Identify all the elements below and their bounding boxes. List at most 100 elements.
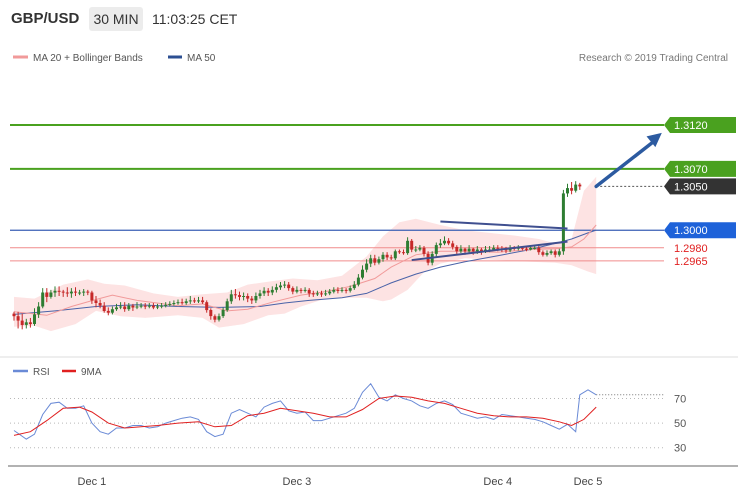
rsi-legend-label: RSI (33, 367, 50, 378)
candle-body (533, 247, 537, 249)
copyright-text: Research © 2019 Trading Central (579, 53, 728, 64)
candle-body (475, 249, 479, 252)
level-label-1.3000: 1.3000 (674, 225, 708, 237)
candle-body (86, 291, 90, 293)
candle-body (147, 305, 151, 307)
candle-body (172, 303, 176, 304)
candle-body (553, 251, 557, 255)
candle-body (143, 305, 147, 307)
level-tag-1.3050 (664, 178, 736, 195)
clock-time: 11:03:25 CET (152, 11, 238, 27)
candle-body (242, 296, 246, 297)
candle-body (12, 313, 16, 317)
candle-body (209, 310, 213, 317)
candle-body (459, 248, 463, 252)
candle-body (65, 292, 69, 294)
candle-body (545, 253, 549, 255)
candle-body (270, 289, 274, 293)
main-legend: MA 20 + Bollinger Bands MA 50 Research ©… (13, 53, 728, 64)
candle-body (192, 300, 196, 302)
rsi-ma-line (13, 395, 597, 436)
candle-body (393, 251, 397, 259)
candle-body (74, 291, 77, 293)
candle-body (45, 292, 49, 297)
x-tick-label-dec-4: Dec 4 (483, 476, 512, 488)
candle-body (254, 296, 258, 301)
candle-body (320, 293, 323, 295)
level-tag-1.3000 (664, 222, 736, 239)
candle-body (463, 248, 467, 252)
rsi-legend: RSI 9MA (13, 367, 102, 378)
candle-body (369, 258, 373, 264)
candle-body (373, 258, 377, 263)
bollinger-band-fill (14, 176, 597, 332)
candle-body (443, 240, 446, 244)
candle-body (447, 240, 451, 244)
candle-body (352, 284, 356, 289)
candle-body (180, 302, 184, 304)
candle-body (205, 302, 209, 311)
candle-body (188, 300, 192, 302)
candle-body (262, 290, 266, 294)
candle-body (151, 305, 155, 308)
candle-body (246, 296, 250, 299)
ma20-legend-label: MA 20 + Bollinger Bands (33, 53, 143, 64)
candle-body (20, 320, 24, 325)
candle-body (504, 249, 508, 251)
symbol-title: GBP/USD (11, 10, 80, 27)
triangle-lower-line (411, 240, 568, 262)
candle-body (139, 305, 143, 307)
triangle-upper-line (440, 220, 568, 230)
candle-body (33, 314, 36, 324)
candle-body (135, 306, 139, 308)
candle-body (402, 252, 405, 254)
candle-body (37, 306, 41, 315)
timeframe-button[interactable]: 30 MIN (89, 7, 143, 31)
candle-body (356, 277, 360, 285)
candle-body (549, 251, 553, 254)
candle-body (41, 292, 45, 307)
candle-body (570, 188, 574, 191)
candle-body (381, 254, 385, 260)
candle-body (324, 293, 328, 295)
candle-body (102, 305, 106, 311)
candle-body (340, 289, 344, 291)
candle-body (406, 240, 410, 254)
candle-body (156, 306, 159, 308)
candle-body (365, 263, 369, 270)
candle-body (274, 287, 278, 290)
candle-body (28, 322, 32, 325)
candle-body (90, 292, 94, 301)
candle-body (164, 304, 168, 306)
candle-body (397, 251, 401, 253)
candle-body (496, 247, 500, 249)
candle-body (197, 300, 200, 302)
rsi-line (13, 382, 597, 440)
candle-body (127, 305, 131, 310)
candle-body (434, 245, 438, 254)
candle-body (348, 288, 352, 291)
candle-body (160, 305, 164, 307)
candle-body (266, 290, 270, 293)
forecast-arrow-line (594, 138, 658, 189)
rsi-tick-label-70: 70 (674, 393, 686, 405)
candle-body (98, 303, 102, 306)
candle-body (283, 284, 287, 286)
candle-body (574, 184, 578, 191)
candle-body (410, 240, 414, 250)
candle-body (123, 306, 127, 310)
candle-body (455, 246, 459, 252)
candle-body (336, 289, 340, 291)
candle-body (24, 322, 28, 325)
level-label-1.2980: 1.2980 (674, 243, 708, 255)
candle-body (57, 290, 61, 292)
candle-body (82, 291, 86, 293)
candle-body (299, 289, 303, 291)
candle-body (389, 257, 393, 259)
ma50-legend-label: MA 50 (187, 53, 216, 64)
x-tick-label-dec-1: Dec 1 (78, 476, 107, 488)
candle-body (471, 248, 475, 252)
rsi-tick-label-30: 30 (674, 443, 686, 455)
candle-body (578, 184, 582, 187)
candle-body (61, 291, 65, 293)
